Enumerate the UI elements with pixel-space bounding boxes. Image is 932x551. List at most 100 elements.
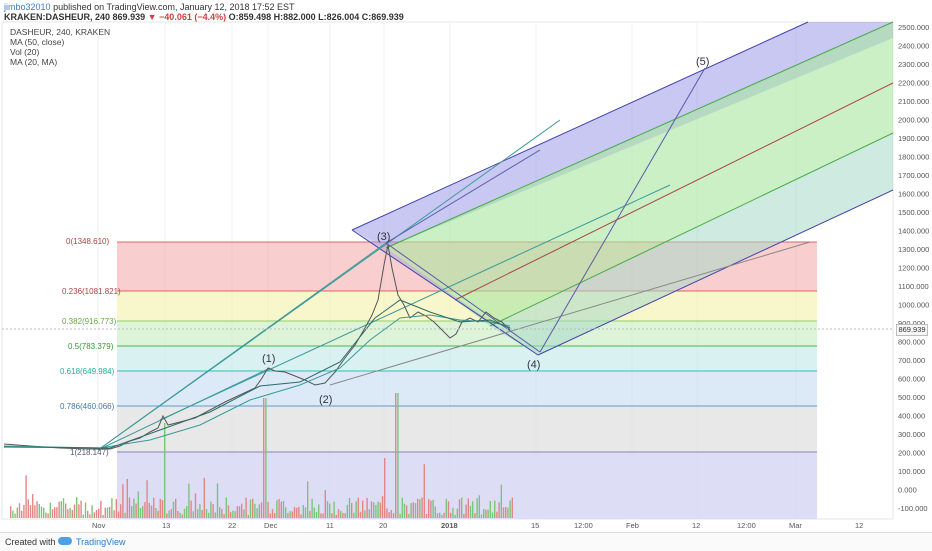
volume-bar bbox=[298, 506, 300, 518]
volume-bar bbox=[84, 502, 87, 518]
price-axis-label: 600.000 bbox=[898, 375, 925, 384]
time-axis-label: 12:00 bbox=[737, 521, 756, 530]
volume-bar bbox=[100, 500, 102, 518]
legend-ma50[interactable]: MA (50, close) bbox=[10, 37, 65, 47]
volume-bar bbox=[56, 507, 58, 518]
chart-canvas[interactable]: 0(1348.610) 0.236(1081.821) 0.382(916.77… bbox=[0, 0, 932, 532]
fib-label-236: 0.236(1081.821) bbox=[62, 287, 121, 296]
author-link[interactable]: jimbo32010 bbox=[4, 2, 51, 12]
volume-bar bbox=[463, 513, 465, 518]
volume-bar bbox=[230, 512, 232, 518]
trend-lines[interactable] bbox=[97, 67, 811, 451]
volume-bar bbox=[87, 510, 89, 518]
pitchfork[interactable] bbox=[351, 21, 900, 356]
volume-bar bbox=[478, 495, 480, 518]
fib-label-786: 0.786(460.066) bbox=[60, 402, 115, 411]
volume-bar bbox=[318, 504, 320, 518]
volume-bar bbox=[322, 513, 324, 518]
price-axis-label: 1500.000 bbox=[898, 208, 929, 217]
volume-bar bbox=[353, 512, 355, 518]
volume-bar bbox=[362, 500, 364, 518]
fib-band-lower bbox=[117, 452, 817, 519]
fib-band-5-618 bbox=[117, 346, 817, 371]
time-axis-label: 22 bbox=[228, 521, 236, 530]
volume-bar bbox=[412, 502, 414, 518]
volume-bar bbox=[458, 499, 461, 518]
volume-bar bbox=[260, 502, 263, 518]
volume-bar bbox=[216, 483, 219, 518]
volume-bar bbox=[483, 508, 485, 518]
volume-bar bbox=[124, 512, 126, 518]
volume-bar bbox=[344, 513, 346, 518]
price-axis-label: 1200.000 bbox=[898, 264, 929, 273]
pitchfork-lower-inner bbox=[455, 83, 893, 326]
volume-bar bbox=[168, 510, 170, 518]
time-axis-label: 13 bbox=[162, 521, 170, 530]
legend-series[interactable]: DASHEUR, 240, KRAKEN bbox=[10, 27, 111, 37]
volume-bar bbox=[137, 491, 139, 518]
volume-bar bbox=[60, 501, 62, 518]
volume-bar bbox=[27, 499, 29, 518]
volume-bar bbox=[93, 512, 95, 518]
volume-bar bbox=[102, 515, 104, 518]
volume-bar bbox=[494, 500, 496, 518]
volume-bar bbox=[146, 480, 148, 518]
volume-bar bbox=[89, 514, 91, 518]
volume-bar bbox=[76, 497, 78, 518]
legend-ma20[interactable]: MA (20, MA) bbox=[10, 57, 58, 67]
volume-bar bbox=[225, 497, 227, 518]
time-axis-label: 12 bbox=[855, 521, 863, 530]
volume-bar bbox=[456, 508, 458, 518]
price-series[interactable] bbox=[3, 244, 511, 450]
volume-bar bbox=[333, 501, 335, 518]
pitchfork-green-upper bbox=[385, 21, 894, 249]
volume-bar bbox=[425, 514, 428, 518]
volume-bar bbox=[441, 514, 443, 518]
wave-label-2: (2) bbox=[319, 394, 332, 406]
pitchfork-top-line bbox=[351, 21, 809, 231]
volume-bar bbox=[38, 504, 40, 518]
price-axis[interactable]: 2500.000 2400.000 2300.000 2200.000 2100.000… bbox=[898, 23, 929, 513]
pitchfork-upper-inner bbox=[386, 22, 893, 300]
price-axis-label: 900.000 bbox=[898, 319, 925, 328]
time-axis[interactable]: Nov 13 22 Dec 11 20 2018 15 12:00 Feb 12 12:00 Mar 12 bbox=[92, 521, 863, 530]
volume-bar bbox=[135, 503, 137, 518]
publish-info: jimbo32010 published on TradingView.com,… bbox=[4, 2, 295, 12]
time-axis-label: 12:00 bbox=[574, 521, 593, 530]
volume-bar bbox=[67, 509, 69, 518]
volume-bar bbox=[183, 508, 186, 518]
volume-bar bbox=[368, 509, 370, 518]
volume-bar bbox=[276, 500, 278, 518]
volume-bar bbox=[324, 490, 326, 518]
indicator-legend: DASHEUR, 240, KRAKEN MA (50, close) Vol … bbox=[10, 27, 110, 67]
volume-bar bbox=[366, 497, 368, 518]
volume-bar bbox=[122, 484, 124, 518]
volume-bar bbox=[249, 499, 252, 518]
price-axis-label: 700.000 bbox=[898, 356, 925, 365]
volume-bar bbox=[502, 507, 505, 518]
volume-bar bbox=[267, 501, 269, 518]
volume-bar bbox=[315, 511, 318, 518]
volume-bar bbox=[212, 504, 214, 518]
legend-volume[interactable]: Vol (20) bbox=[10, 47, 40, 57]
tradingview-brand-link[interactable]: TradingView bbox=[76, 537, 126, 547]
volume-bar bbox=[489, 501, 491, 518]
volume-bar bbox=[447, 501, 450, 518]
volume-bar bbox=[12, 510, 14, 518]
published-text: published on TradingView.com, January 12… bbox=[53, 2, 295, 12]
volume-bar bbox=[54, 507, 56, 518]
volume-bar bbox=[34, 505, 36, 518]
price-axis-label: 1800.000 bbox=[898, 153, 929, 162]
volume-bar bbox=[201, 510, 203, 518]
volume-bar bbox=[117, 511, 120, 518]
fib-band-618-786 bbox=[117, 371, 817, 406]
volume-bar bbox=[340, 510, 342, 518]
volume-bar bbox=[381, 496, 384, 518]
volume-bar bbox=[452, 507, 454, 518]
volume-bar bbox=[406, 505, 408, 518]
volume-bar bbox=[188, 483, 190, 518]
volume-bar bbox=[335, 514, 337, 518]
volume-bar bbox=[78, 504, 80, 518]
price-axis-label: 1300.000 bbox=[898, 245, 929, 254]
trendline-4 bbox=[159, 184, 671, 421]
